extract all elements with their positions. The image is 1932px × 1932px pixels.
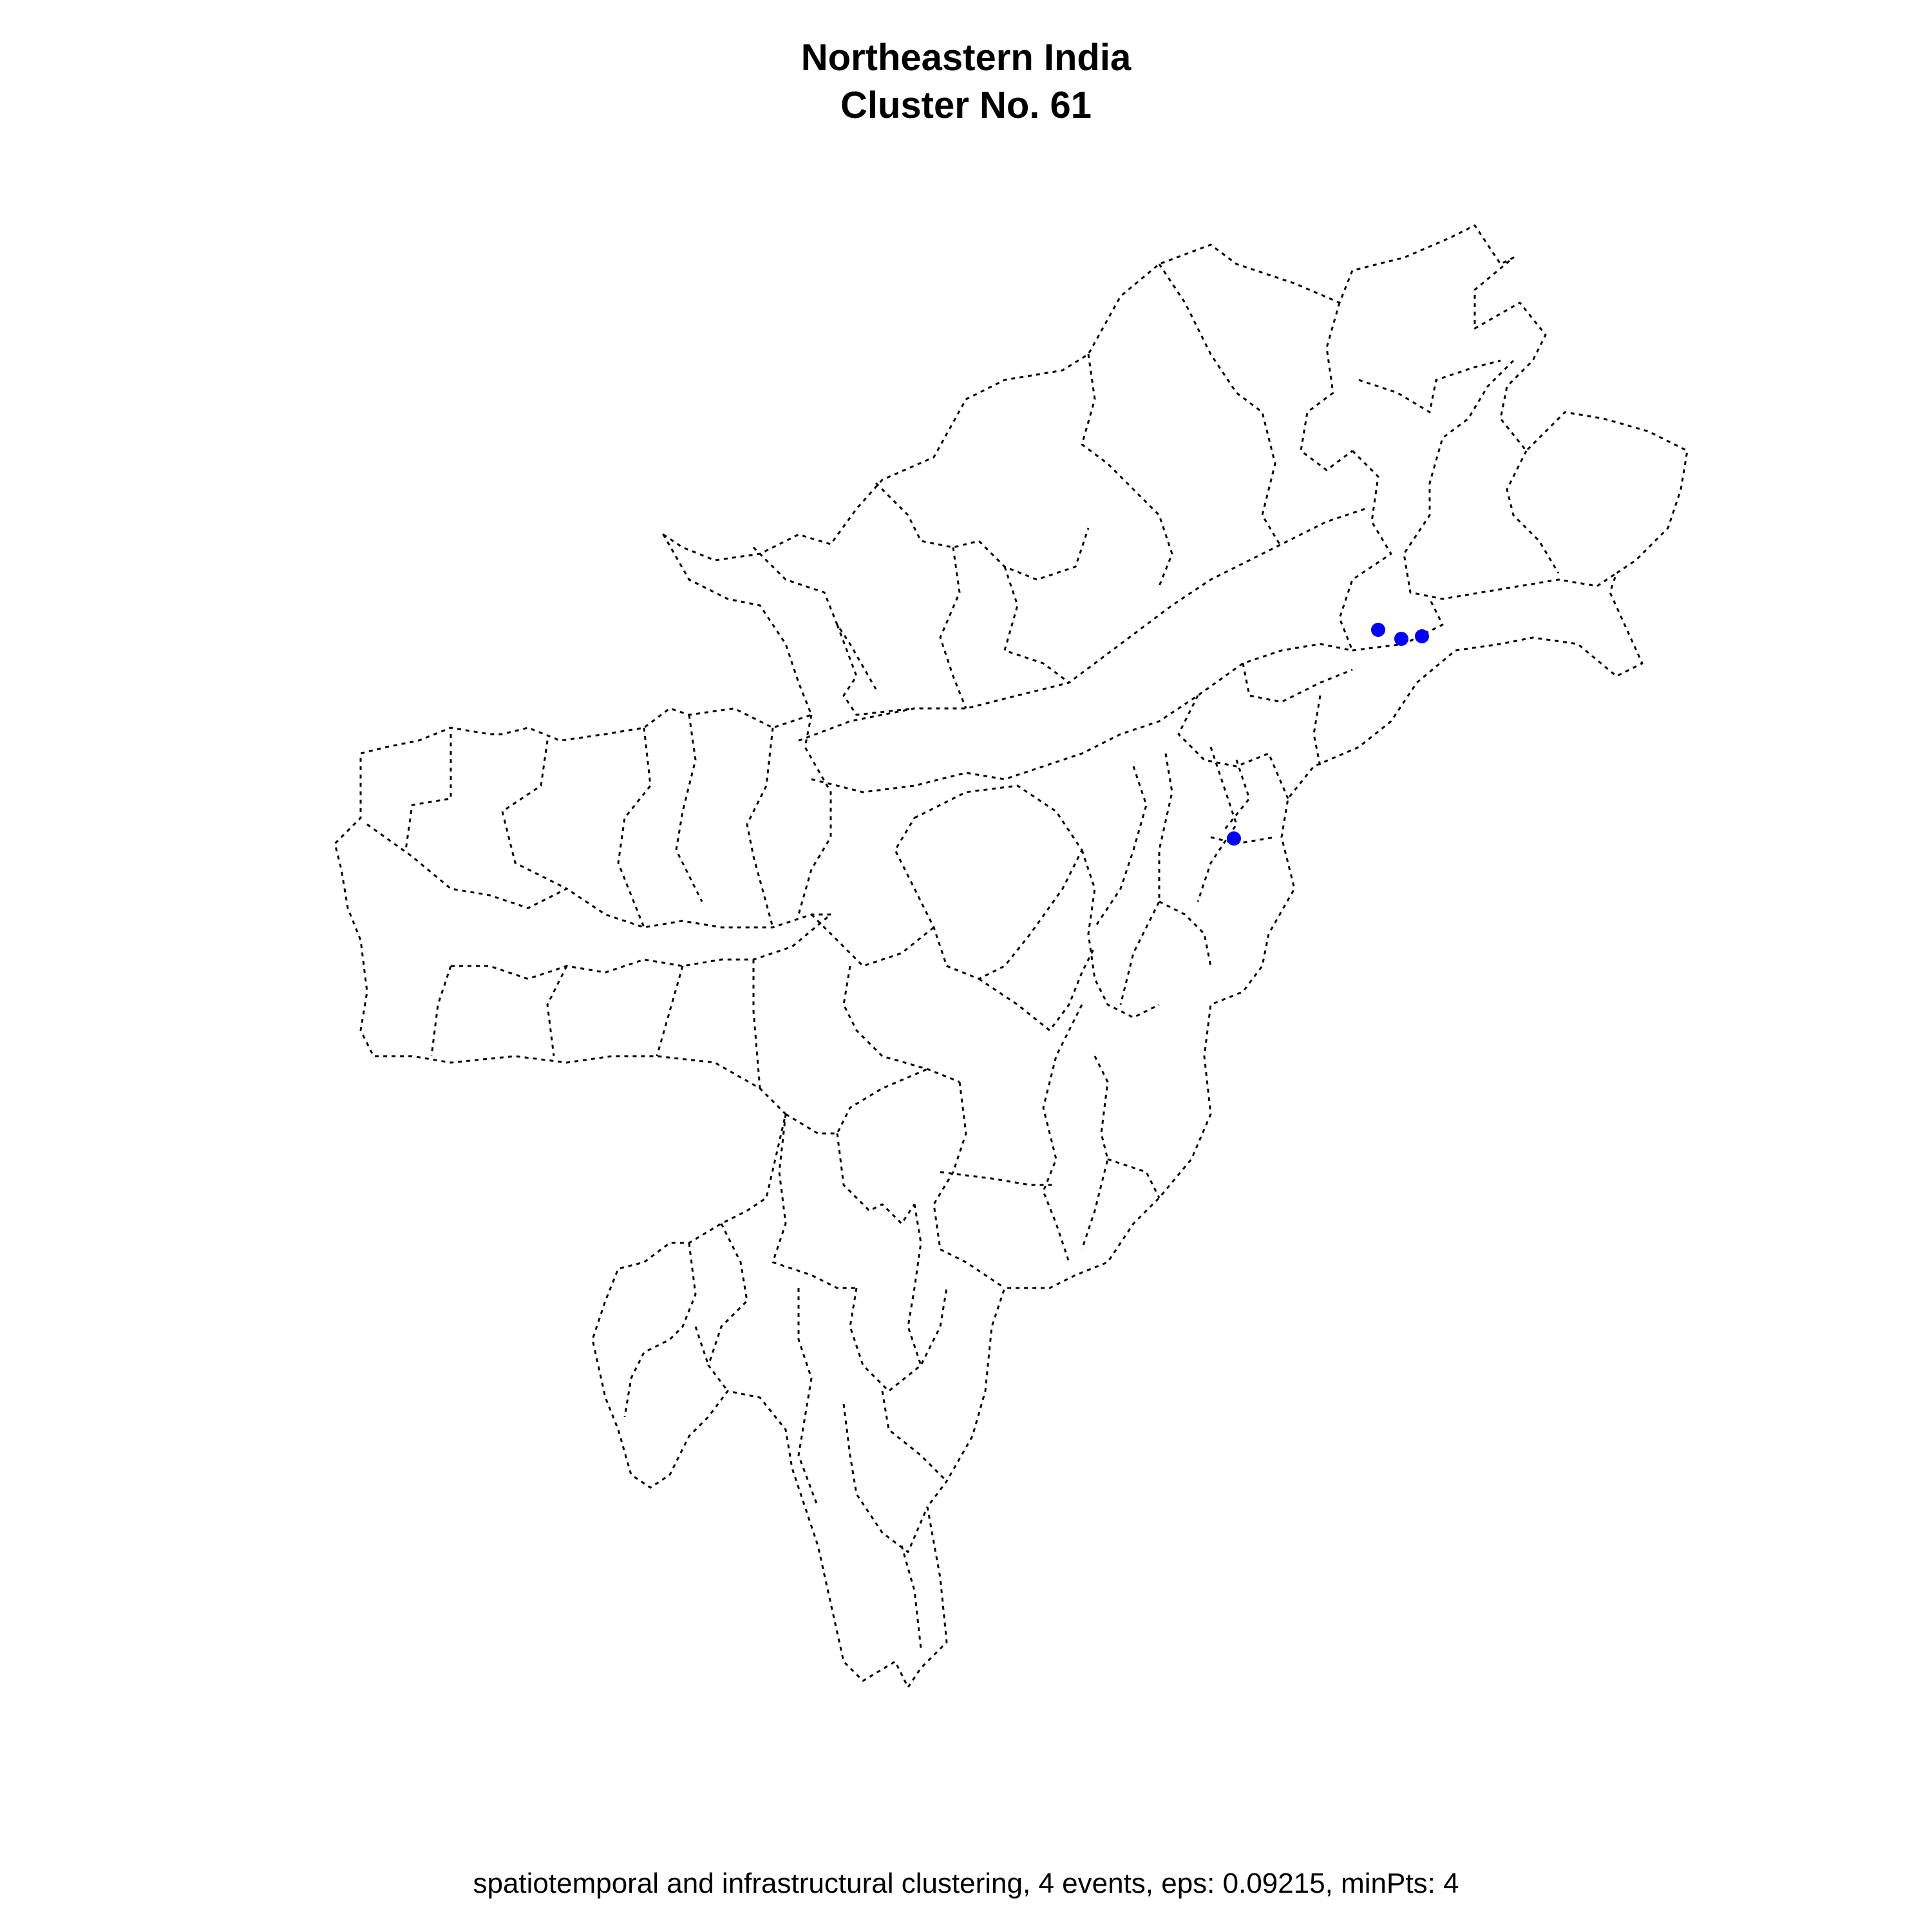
district-line [752, 960, 761, 1089]
cluster-event-points [1227, 623, 1429, 846]
district-line [623, 1242, 697, 1417]
outer-boundary [334, 224, 1689, 1689]
district-line [797, 1288, 819, 1508]
district-line [797, 714, 832, 915]
district-line [656, 965, 684, 1057]
district-line [836, 1133, 916, 1225]
district-line [1081, 354, 1173, 587]
district-line [1081, 849, 1160, 1019]
event-point [1394, 632, 1408, 646]
map-title-line1: Northeastern India [800, 37, 1132, 79]
district-line [617, 727, 652, 928]
district-line [881, 1390, 948, 1482]
district-line [1197, 746, 1238, 902]
district-line [1081, 1056, 1109, 1250]
district-line [1158, 263, 1283, 548]
district-line [1177, 695, 1289, 799]
district-line [1403, 359, 1617, 600]
event-point [1227, 831, 1241, 846]
district-line [810, 913, 934, 967]
district-line [1300, 302, 1353, 471]
district-line [546, 965, 568, 1057]
district-line [752, 546, 877, 690]
district-line [875, 482, 1090, 581]
event-point [1371, 623, 1385, 637]
district-line [1242, 663, 1353, 703]
district-line [1312, 695, 1321, 767]
district-line [1352, 598, 1444, 652]
district-line [366, 823, 831, 929]
district-line [501, 740, 567, 890]
district-line [1210, 836, 1276, 845]
district-line [849, 1287, 948, 1392]
district-line [1159, 900, 1212, 967]
district-line [939, 547, 967, 709]
district-line [836, 624, 915, 716]
district-line [1506, 450, 1560, 574]
district-line [1003, 566, 1070, 684]
district-line [404, 734, 452, 851]
district-line [842, 1403, 929, 1553]
district-line [978, 946, 1096, 1032]
district-line [451, 913, 831, 980]
district-line [842, 965, 960, 1083]
district-line [1222, 759, 1251, 831]
district-line [746, 727, 774, 928]
district-line [785, 1068, 928, 1135]
district-line [675, 714, 703, 902]
district-line [1042, 1004, 1083, 1263]
district-line [430, 965, 452, 1057]
district-line [1094, 766, 1148, 928]
district-line [1338, 450, 1392, 651]
map-subtitle: spatiotemporal and infrastructural clust… [473, 1868, 1459, 1899]
district-line [1119, 753, 1173, 1005]
district-line [772, 1113, 857, 1289]
district-line [940, 1171, 1056, 1186]
district-line [811, 643, 1353, 793]
district-line [894, 784, 1083, 980]
district-line [1107, 1158, 1160, 1198]
district-boundaries [334, 224, 1689, 1689]
district-line [798, 507, 1366, 742]
event-point [1415, 629, 1429, 643]
district-line [900, 1545, 922, 1649]
district-line [933, 1081, 1005, 1289]
district-line [1358, 359, 1501, 413]
district-line [694, 1326, 710, 1366]
map-title-line2: Cluster No. 61 [840, 84, 1092, 126]
district-line [907, 1204, 922, 1366]
district-line [707, 1223, 748, 1392]
